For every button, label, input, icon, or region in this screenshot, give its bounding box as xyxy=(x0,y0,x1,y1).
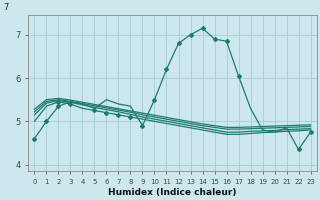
X-axis label: Humidex (Indice chaleur): Humidex (Indice chaleur) xyxy=(108,188,237,197)
Text: 7: 7 xyxy=(4,3,9,12)
